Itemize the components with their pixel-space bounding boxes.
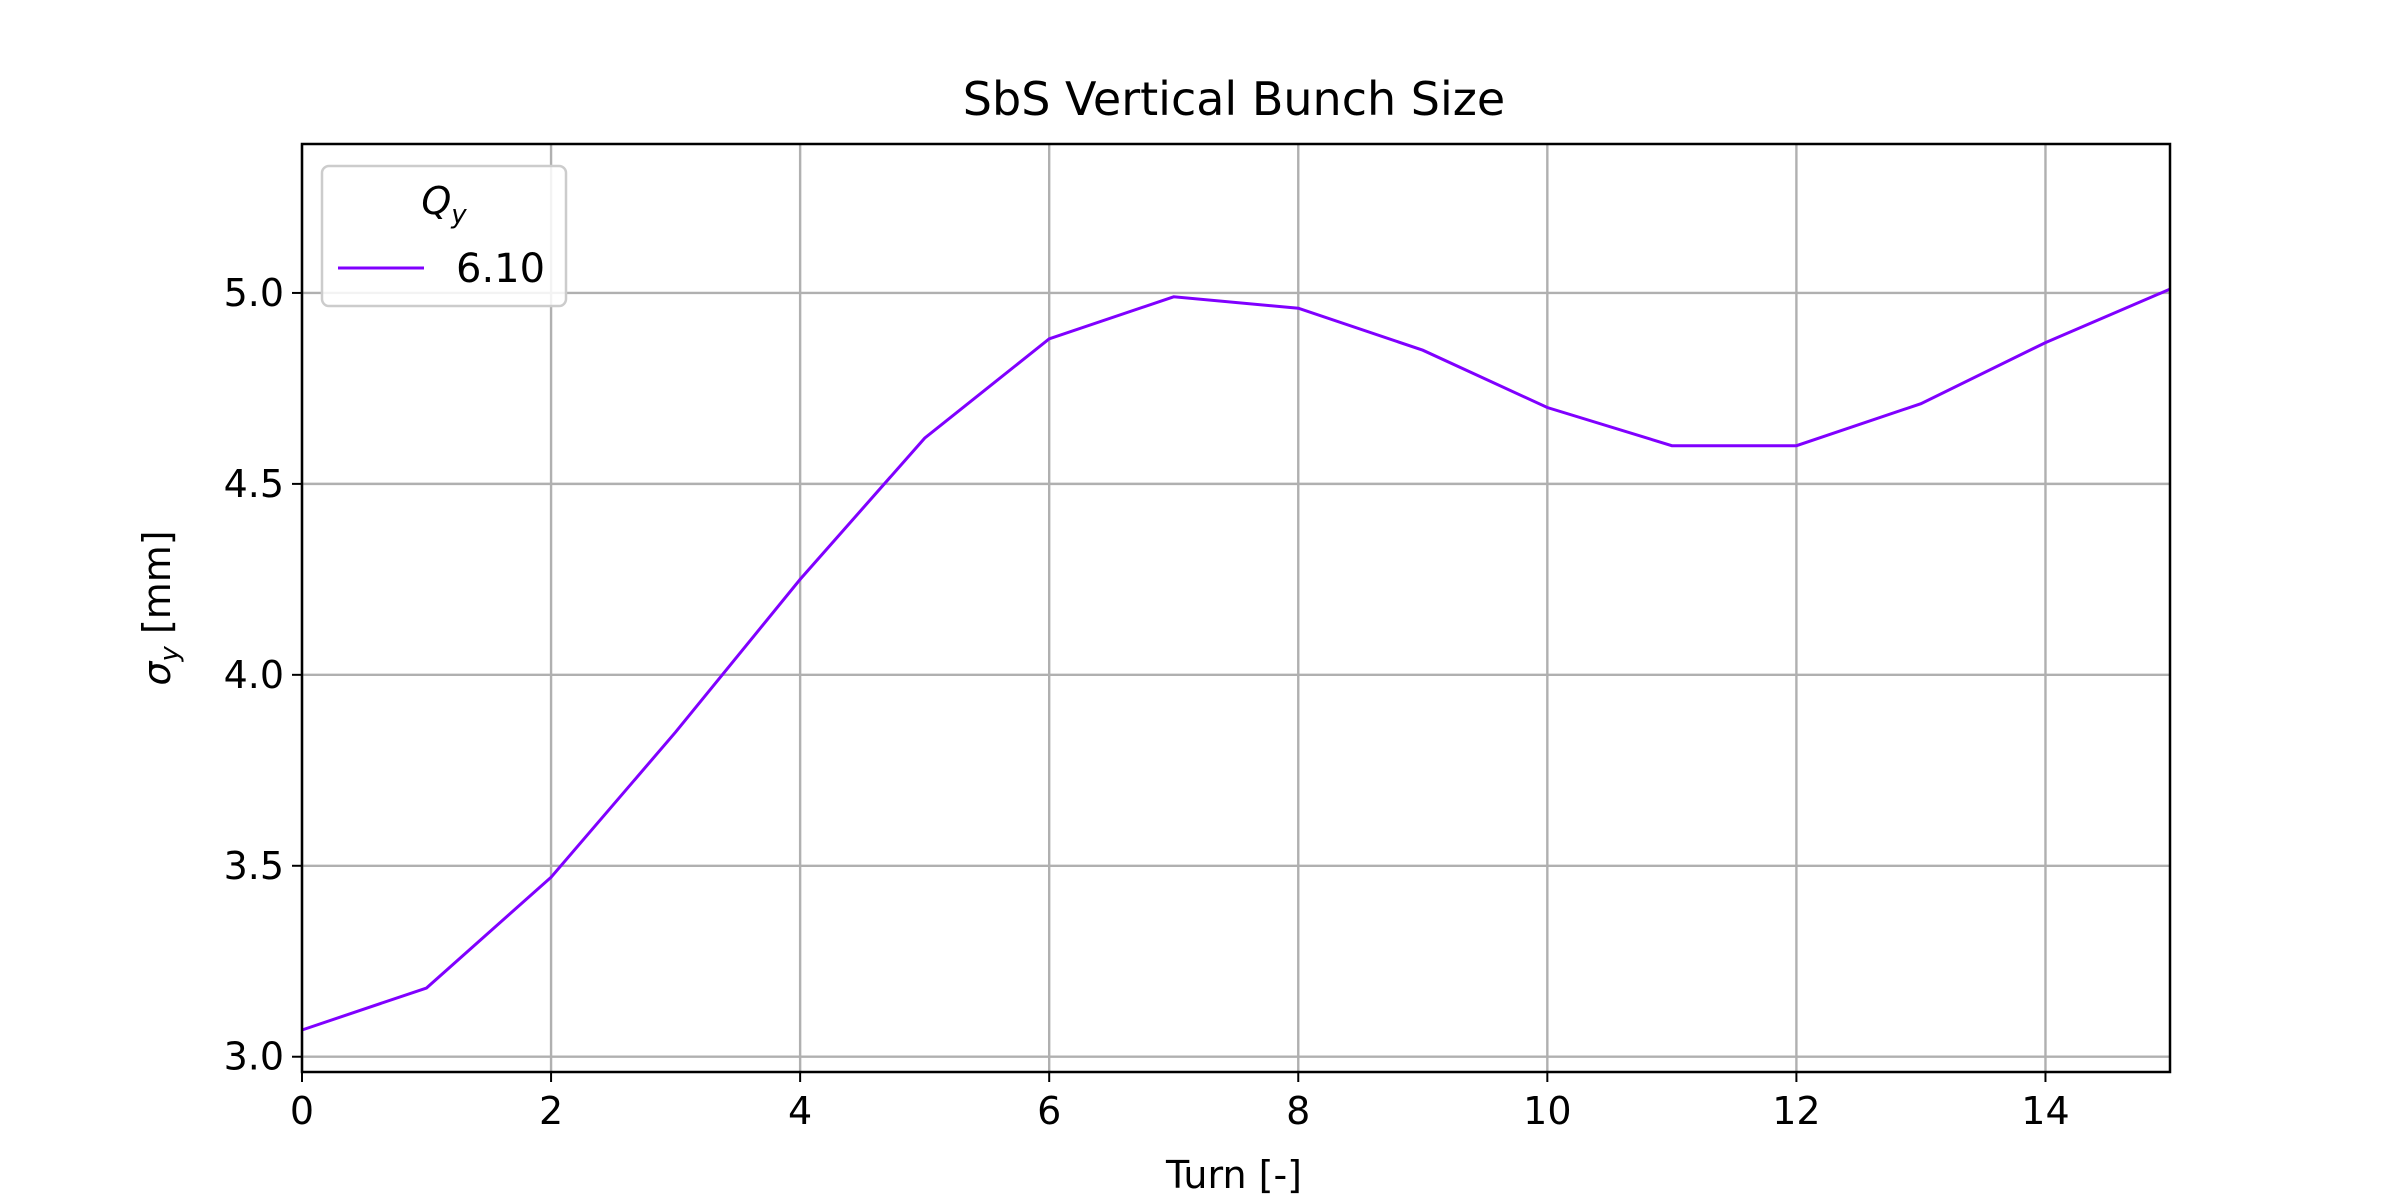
y-tick-label: 4.0: [224, 653, 284, 697]
y-tick-label: 4.5: [224, 462, 284, 506]
x-tick-label: 8: [1286, 1089, 1310, 1133]
y-axis-ticks: 3.0 3.5 4.0 4.5 5.0: [224, 271, 302, 1079]
chart-title: SbS Vertical Bunch Size: [963, 72, 1505, 126]
x-tick-label: 0: [290, 1089, 314, 1133]
x-tick-label: 6: [1037, 1089, 1061, 1133]
x-tick-label: 10: [1523, 1089, 1571, 1133]
y-axis-label: σy [mm]: [135, 530, 185, 685]
x-tick-label: 14: [2021, 1089, 2069, 1133]
x-tick-label: 12: [1772, 1089, 1820, 1133]
legend-box: [320, 164, 568, 308]
x-tick-label: 2: [539, 1089, 563, 1133]
axes-frame: [300, 142, 2172, 1074]
legend-title: Qy: [421, 179, 467, 230]
x-axis-ticks: 0 2 4 6 8 10 12 14: [290, 1072, 2070, 1133]
grid: [300, 144, 2170, 1072]
legend: Qy 6.10: [320, 164, 568, 308]
x-tick-label: 4: [788, 1089, 812, 1133]
y-tick-label: 3.5: [224, 844, 284, 888]
plot-area: [301, 287, 2171, 1032]
x-axis-label: Turn [-]: [1165, 1153, 1302, 1197]
y-tick-label: 5.0: [224, 271, 284, 315]
y-tick-label: 3.0: [224, 1035, 284, 1079]
series-line: [301, 287, 2171, 1032]
legend-series-label: 6.10: [456, 246, 545, 292]
